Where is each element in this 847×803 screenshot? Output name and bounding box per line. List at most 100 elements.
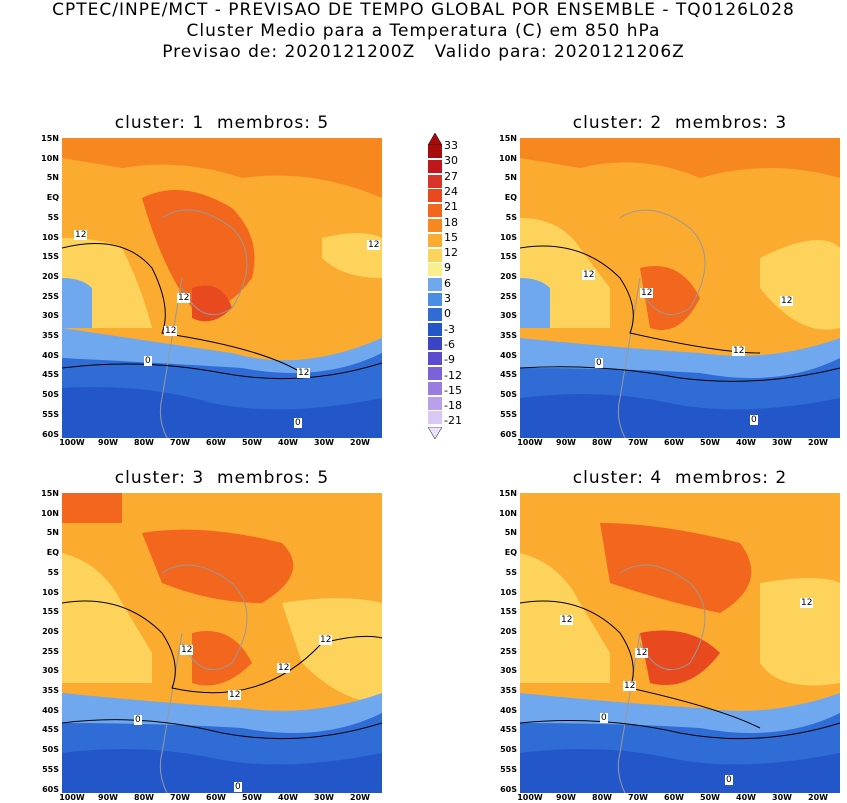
lat-tick-label: 10S bbox=[500, 587, 517, 597]
temperature-field-map-4 bbox=[520, 493, 840, 793]
panel-4-title: cluster: 4 membros: 2 bbox=[572, 468, 788, 488]
lat-tick-label: 10N bbox=[499, 153, 517, 163]
colorbar-label: 24 bbox=[444, 184, 458, 198]
contour-label: 0 bbox=[144, 356, 152, 366]
lat-tick-label: 15N bbox=[41, 134, 59, 143]
lon-tick-label: 70W bbox=[170, 793, 190, 802]
colorbar-swatch bbox=[428, 396, 442, 410]
contour-label: 12 bbox=[800, 598, 814, 608]
colorbar-label: 6 bbox=[444, 276, 451, 290]
lat-tick-label: 45S bbox=[42, 725, 59, 735]
map-panel-2: 12 12 12 12 0 0 bbox=[520, 138, 840, 438]
lon-tick-label: 20W bbox=[808, 438, 828, 447]
contour-label: 12 bbox=[164, 326, 178, 336]
lat-tick-label: 55S bbox=[42, 764, 59, 774]
lat-tick-label: 10S bbox=[42, 232, 59, 242]
colorbar-swatch bbox=[428, 219, 442, 232]
title-line-2: Cluster Medio para a Temperatura (C) em … bbox=[186, 21, 661, 41]
colorbar-label: -18 bbox=[444, 399, 462, 413]
colorbar-swatch bbox=[428, 278, 442, 292]
lat-tick-label: 25S bbox=[42, 291, 59, 301]
lat-tick-label: 10N bbox=[41, 508, 59, 518]
temperature-field-map-2 bbox=[520, 138, 840, 438]
lon-tick-label: 20W bbox=[350, 438, 370, 447]
lat-tick-label: 30S bbox=[500, 311, 517, 321]
lat-tick-label: 35S bbox=[500, 686, 517, 695]
lat-tick-label: 10S bbox=[500, 232, 517, 242]
lat-tick-label: 5N bbox=[46, 173, 59, 183]
lat-tick-label: 50S bbox=[42, 745, 59, 755]
lon-tick-label: 30W bbox=[314, 793, 334, 802]
colorbar-swatch bbox=[428, 145, 442, 158]
contour-label: 0 bbox=[294, 418, 302, 428]
lon-tick-label: 70W bbox=[628, 438, 648, 447]
colorbar-label: 9 bbox=[444, 261, 451, 275]
colorbar-swatch bbox=[428, 352, 442, 366]
contour-label: 12 bbox=[582, 270, 596, 280]
lat-tick-label: 35S bbox=[42, 331, 59, 340]
lon-tick-label: 30W bbox=[314, 438, 334, 447]
lon-tick-label: 60W bbox=[206, 793, 226, 802]
colorbar-label: 0 bbox=[444, 307, 451, 321]
contour-label: 0 bbox=[595, 358, 603, 368]
colorbar-label: -12 bbox=[444, 368, 462, 382]
colorbar-label: 30 bbox=[444, 154, 458, 168]
lat-tick-label: 60S bbox=[500, 429, 517, 439]
lat-tick-label: 50S bbox=[500, 390, 517, 400]
lat-tick-label: 30S bbox=[42, 666, 59, 676]
lon-tick-label: 50W bbox=[700, 793, 720, 802]
lat-tick-label: EQ bbox=[504, 193, 517, 203]
colorbar-swatch bbox=[428, 159, 442, 173]
lat-tick-label: 20S bbox=[500, 626, 517, 636]
lon-tick-label: 90W bbox=[556, 438, 576, 447]
contour-label: 12 bbox=[297, 368, 311, 378]
colorbar-swatch bbox=[428, 322, 442, 336]
lat-tick-label: 60S bbox=[500, 784, 517, 794]
lat-tick-label: 45S bbox=[42, 370, 59, 380]
lon-tick-label: 70W bbox=[170, 438, 190, 447]
colorbar-label: 33 bbox=[444, 139, 458, 152]
lon-tick-label: 90W bbox=[98, 438, 118, 447]
lat-tick-label: 30S bbox=[42, 311, 59, 321]
colorbar-bottom-arrow bbox=[428, 427, 442, 439]
temperature-field-map-1 bbox=[62, 138, 382, 438]
lon-tick-label: 80W bbox=[592, 438, 612, 447]
colorbar-swatch bbox=[428, 263, 442, 277]
lat-tick-label: 15S bbox=[500, 607, 517, 617]
map-panel-3: 12 12 12 12 0 0 bbox=[62, 493, 382, 793]
contour-label: 0 bbox=[234, 782, 242, 792]
lat-tick-label: 50S bbox=[42, 390, 59, 400]
colorbar-swatch bbox=[428, 367, 442, 380]
colorbar-label: -9 bbox=[444, 353, 455, 367]
colorbar-label: -6 bbox=[444, 337, 455, 351]
lat-tick-label: 5N bbox=[46, 528, 59, 538]
lon-tick-label: 30W bbox=[772, 793, 792, 802]
contour-label: 0 bbox=[750, 415, 758, 425]
colorbar-swatch bbox=[428, 293, 442, 306]
contour-label: 12 bbox=[228, 690, 242, 700]
lon-tick-label: 80W bbox=[134, 438, 154, 447]
lat-tick-label: 15S bbox=[42, 607, 59, 617]
colorbar-label: -3 bbox=[444, 322, 455, 336]
colorbar-swatch bbox=[428, 189, 442, 203]
colorbar-swatch bbox=[428, 411, 442, 425]
contour-label: 12 bbox=[177, 293, 191, 303]
lat-tick-label: 15S bbox=[42, 252, 59, 262]
lat-tick-label: 5S bbox=[47, 212, 59, 222]
panel-1-title: cluster: 1 membros: 5 bbox=[114, 113, 330, 133]
contour-label: 12 bbox=[277, 663, 291, 673]
lat-tick-label: 15N bbox=[499, 489, 517, 498]
lat-tick-label: 60S bbox=[42, 784, 59, 794]
lat-tick-label: 20S bbox=[42, 626, 59, 636]
lon-tick-label: 60W bbox=[206, 438, 226, 447]
lon-tick-label: 80W bbox=[592, 793, 612, 802]
lon-tick-label: 50W bbox=[242, 793, 262, 802]
colorbar-swatch bbox=[428, 337, 442, 351]
lat-tick-label: 10N bbox=[499, 508, 517, 518]
colorbar-label: -21 bbox=[444, 414, 462, 428]
lon-tick-label: 40W bbox=[278, 793, 298, 802]
lon-tick-label: 20W bbox=[350, 793, 370, 802]
contour-label: 12 bbox=[780, 296, 794, 306]
lat-tick-label: 15S bbox=[500, 252, 517, 262]
lat-tick-label: 55S bbox=[500, 764, 517, 774]
